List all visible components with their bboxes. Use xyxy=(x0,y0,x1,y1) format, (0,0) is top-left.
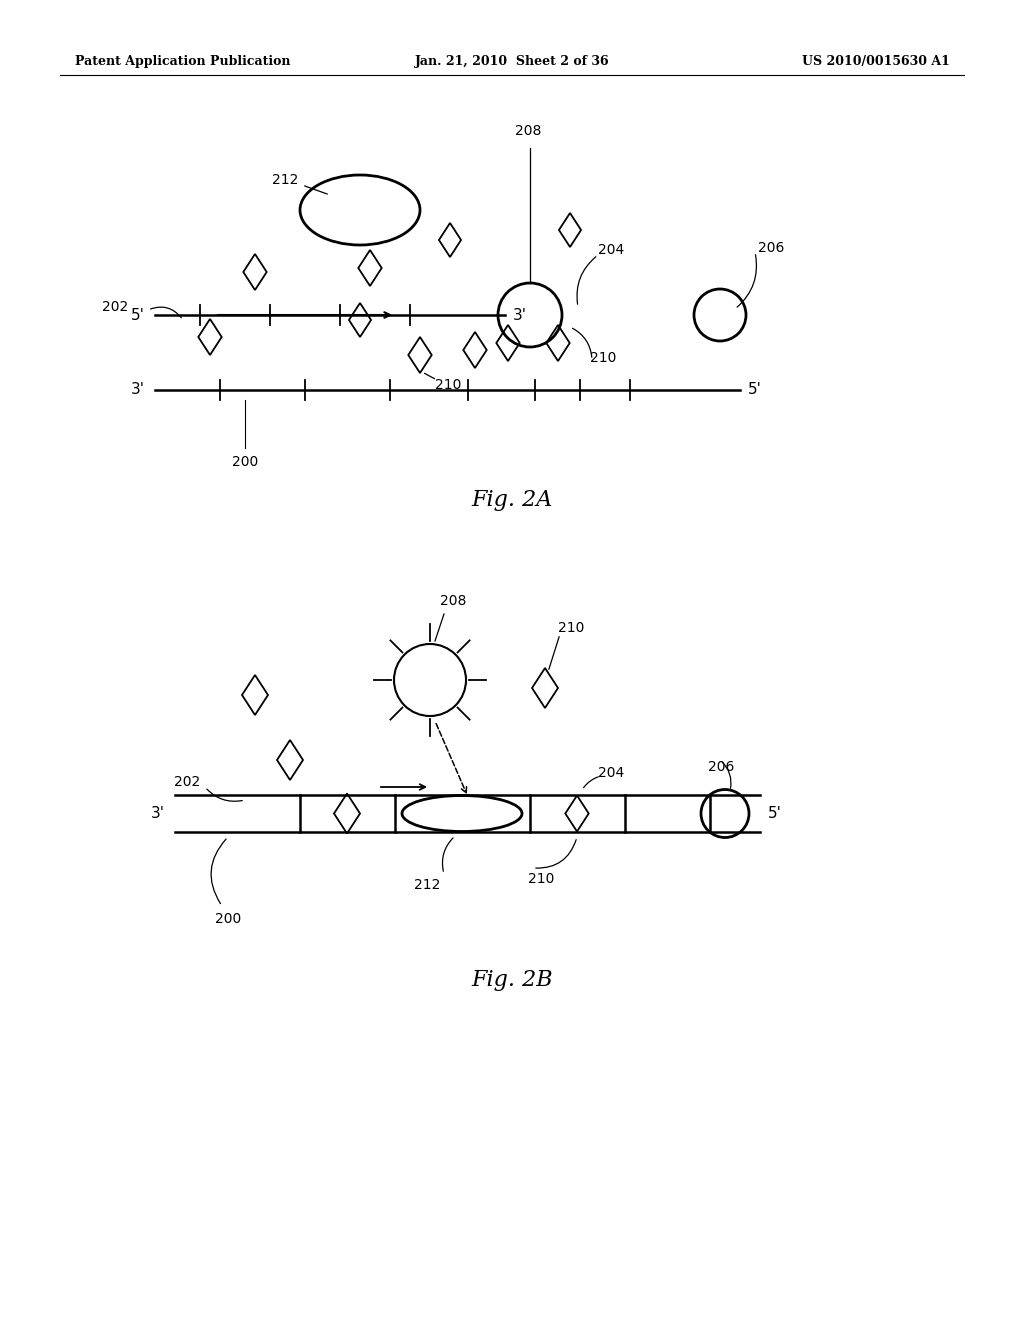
Text: US 2010/0015630 A1: US 2010/0015630 A1 xyxy=(802,55,950,69)
Text: 210: 210 xyxy=(558,620,585,635)
Text: 3': 3' xyxy=(151,807,165,821)
Text: Jan. 21, 2010  Sheet 2 of 36: Jan. 21, 2010 Sheet 2 of 36 xyxy=(415,55,609,69)
Text: 204: 204 xyxy=(598,766,625,780)
Text: 210: 210 xyxy=(590,351,616,366)
Text: 5': 5' xyxy=(748,383,762,397)
Text: Fig. 2A: Fig. 2A xyxy=(471,488,553,511)
Text: 212: 212 xyxy=(414,878,440,892)
Text: Fig. 2B: Fig. 2B xyxy=(471,969,553,991)
Text: 3': 3' xyxy=(131,383,145,397)
Text: 208: 208 xyxy=(440,594,466,609)
Text: 208: 208 xyxy=(515,124,542,139)
Text: 210: 210 xyxy=(528,873,554,886)
Text: 5': 5' xyxy=(131,308,145,322)
Text: 210: 210 xyxy=(435,378,462,392)
Text: 202: 202 xyxy=(101,300,128,314)
Text: 5': 5' xyxy=(768,807,782,821)
Text: Patent Application Publication: Patent Application Publication xyxy=(75,55,291,69)
Text: 3': 3' xyxy=(513,308,527,322)
Text: 212: 212 xyxy=(271,173,298,187)
Text: 206: 206 xyxy=(758,242,784,255)
Text: 206: 206 xyxy=(708,760,734,774)
Text: 200: 200 xyxy=(231,455,258,469)
Text: 200: 200 xyxy=(215,912,242,927)
Text: 204: 204 xyxy=(598,243,625,257)
Text: 202: 202 xyxy=(174,775,200,789)
